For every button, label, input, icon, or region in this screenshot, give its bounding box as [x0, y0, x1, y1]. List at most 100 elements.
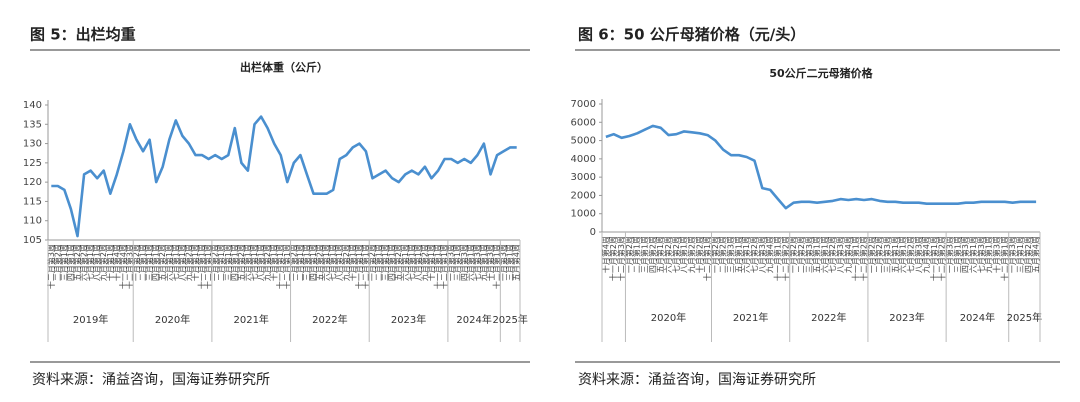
year-label: 2025年 [492, 313, 527, 326]
x-tick-label: 九月第2周 [341, 244, 351, 281]
year-label: 2020年 [651, 311, 686, 324]
y-tick-label: 5000 [571, 136, 596, 147]
x-tick-label: 七月第2周 [905, 236, 915, 273]
y-tick-label: 4000 [571, 154, 596, 165]
x-tick-label: 五月第1周 [890, 236, 900, 273]
figure-heading: 图 5：出栏均重 [30, 26, 136, 44]
x-tick-label: 一月第2周 [710, 236, 720, 273]
x-tick-label: 六月第1周 [465, 244, 475, 281]
x-tick-label: 六月第1周 [898, 236, 908, 273]
y-tick-label: 115 [23, 196, 42, 207]
x-tick-label: 一月第2周 [866, 236, 876, 273]
x-tick-label: 三月第1周 [1015, 236, 1025, 273]
x-tick-label: 九月第2周 [686, 236, 696, 273]
x-tick-label: 八月第1周 [679, 236, 689, 273]
x-tick-label: 三月第1周 [640, 236, 650, 273]
x-tick-label: 五月第4周 [1031, 236, 1041, 273]
x-tick-label: 三月第1周 [144, 244, 154, 281]
x-tick-label: 六月第2周 [79, 244, 89, 281]
y-tick-label: 125 [23, 158, 42, 169]
chart-title: 50公斤二元母猪价格 [769, 66, 873, 80]
x-tick-label: 二月第1周 [138, 244, 148, 281]
x-tick-label: 七月第1周 [328, 244, 338, 281]
x-tick-label: 三月第3周 [804, 236, 814, 273]
x-tick-label: 一月第3周 [1007, 236, 1017, 273]
x-tick-label: 八月第3周 [913, 236, 923, 273]
x-tick-label: 六月第1周 [242, 244, 252, 281]
x-tick-label: 九月第2周 [183, 244, 193, 281]
year-label: 2024年 [960, 311, 995, 324]
x-tick-label: 三月第1周 [59, 244, 69, 281]
year-label: 2022年 [811, 311, 846, 324]
year-label: 2021年 [733, 311, 768, 324]
x-tick-label: 三月第1周 [452, 244, 462, 281]
x-tick-label: 一月第2周 [210, 244, 220, 281]
x-tick-label: 十二月第1周 [203, 244, 213, 289]
x-tick-label: 五月第2周 [315, 244, 325, 281]
x-tick-label: 四月第3周 [960, 236, 970, 273]
y-tick-label: 135 [23, 119, 42, 130]
x-tick-label: 二月第2周 [874, 236, 884, 273]
x-tick-label: 二月第1周 [295, 244, 305, 281]
y-tick-label: 110 [23, 216, 42, 227]
figure-heading: 图 6：50 公斤母猪价格（元/头） [578, 26, 805, 44]
y-tick-label: 7000 [571, 99, 596, 110]
x-tick-label: 五月第1周 [812, 236, 822, 273]
x-tick-label: 一月第3周 [498, 244, 508, 281]
x-tick-label: 九月第4周 [765, 236, 775, 273]
data-line [51, 115, 517, 238]
x-tick-label: 十二月第3周 [46, 244, 56, 289]
x-tick-label: 十月第1周 [190, 244, 200, 281]
x-tick-label: 十二月第1周 [492, 244, 502, 289]
year-label: 2020年 [155, 313, 190, 326]
year-label: 2022年 [312, 313, 347, 326]
x-tick-label: 十月第1周 [347, 244, 357, 281]
x-tick-label: 八月第3周 [835, 236, 845, 273]
x-tick-label: 七月第2周 [671, 236, 681, 273]
y-tick-label: 2000 [571, 190, 596, 201]
x-tick-label: 二月第2周 [718, 236, 728, 273]
x-tick-label: 十二月第1周 [702, 236, 712, 281]
x-tick-label: 六月第1周 [741, 236, 751, 273]
x-tick-label: 四月第1周 [229, 244, 239, 281]
x-tick-label: 六月第1周 [400, 244, 410, 281]
x-tick-label: 三月第1周 [223, 244, 233, 281]
x-tick-label: 八月第1周 [92, 244, 102, 281]
x-tick-label: 一月第3周 [945, 236, 955, 273]
x-tick-label: 九月第4周 [843, 236, 853, 273]
y-tick-label: 120 [23, 177, 42, 188]
data-line [605, 124, 1037, 210]
x-tick-label: 六月第2周 [663, 236, 673, 273]
x-tick-label: 八月第1周 [177, 244, 187, 281]
x-tick-label: 四月第2周 [1023, 236, 1033, 273]
x-tick-label: 五月第2周 [236, 244, 246, 281]
year-label: 2023年 [889, 311, 924, 324]
x-tick-label: 十一月第4周 [118, 244, 128, 289]
y-tick-label: 140 [23, 100, 42, 111]
year-label: 2025年 [1007, 311, 1042, 324]
x-tick-label: 五月第2周 [157, 244, 167, 281]
y-tick-label: 130 [23, 139, 42, 150]
x-tick-label: 九月第2周 [262, 244, 272, 281]
x-tick-label: 七月第1周 [249, 244, 259, 281]
y-tick-label: 3000 [571, 172, 596, 183]
x-tick-label: 七月第1周 [85, 244, 95, 281]
y-tick-label: 105 [23, 235, 42, 246]
x-tick-label: 五月第1周 [733, 236, 743, 273]
x-tick-label: 九月第2周 [98, 244, 108, 281]
x-tick-label: 九月第4周 [921, 236, 931, 273]
x-tick-label: 十一月第1周 [197, 244, 207, 289]
x-tick-label: 十一月第1周 [275, 244, 285, 289]
x-tick-label: 十月第1周 [105, 244, 115, 281]
x-tick-label: 七月第3周 [976, 236, 986, 273]
x-tick-label: 十二月第2周 [780, 236, 790, 281]
year-label: 2024年 [456, 313, 491, 326]
x-tick-label: 七月第2周 [749, 236, 759, 273]
x-tick-label: 五月第4周 [511, 244, 521, 281]
x-tick-label: 十一月第1周 [433, 244, 443, 289]
x-tick-label: 二月第2周 [796, 236, 806, 273]
x-tick-label: 五月第2周 [393, 244, 403, 281]
y-tick-label: 1000 [571, 209, 596, 220]
x-tick-label: 一月第2周 [788, 236, 798, 273]
